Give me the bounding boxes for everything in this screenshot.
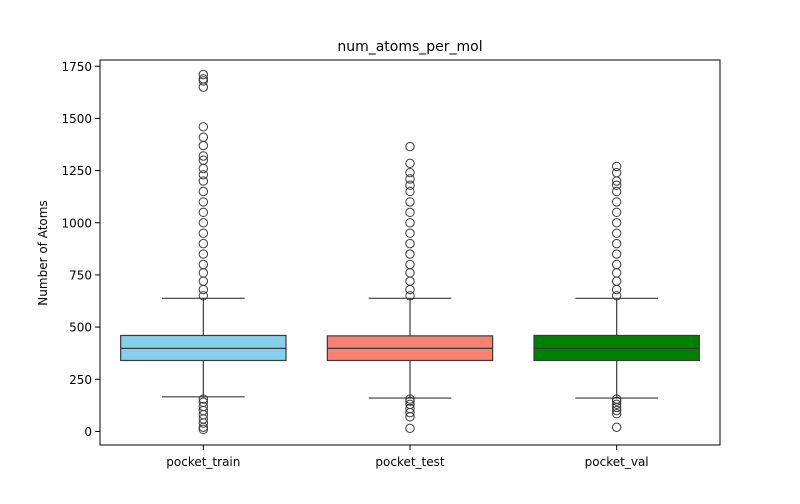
outlier-point bbox=[405, 197, 415, 207]
chart-title: num_atoms_per_mol bbox=[337, 39, 482, 55]
outlier-point bbox=[611, 284, 622, 295]
outlier-point bbox=[198, 218, 209, 228]
outlier-point bbox=[198, 122, 209, 132]
outlier-point bbox=[611, 186, 622, 197]
outlier-point bbox=[198, 140, 209, 151]
outlier-point bbox=[611, 405, 622, 416]
outlier-point bbox=[405, 238, 415, 249]
outlier-point bbox=[405, 186, 415, 197]
outlier-point bbox=[405, 180, 415, 190]
y-tick-label: 750 bbox=[69, 268, 92, 282]
x-tick-label: pocket_train bbox=[166, 455, 240, 469]
plot-frame bbox=[99, 59, 721, 446]
outlier-point bbox=[611, 161, 622, 172]
outlier-point bbox=[611, 207, 622, 218]
outlier-point bbox=[198, 207, 209, 218]
outlier-point bbox=[611, 268, 622, 278]
outlier-point bbox=[198, 291, 209, 301]
outlier-point bbox=[611, 228, 622, 238]
outlier-point bbox=[198, 155, 209, 165]
outlier-point bbox=[198, 259, 209, 270]
outlier-point bbox=[198, 186, 209, 197]
outlier-point bbox=[405, 394, 415, 404]
outlier-point bbox=[611, 238, 622, 249]
outlier-point bbox=[405, 399, 415, 410]
outlier-point bbox=[198, 170, 209, 180]
outlier-point bbox=[198, 238, 209, 249]
outlier-point bbox=[198, 276, 209, 286]
outlier-point bbox=[405, 276, 415, 286]
outlier-point bbox=[198, 268, 209, 278]
y-tick-label: 500 bbox=[69, 321, 92, 335]
y-tick-label: 1000 bbox=[61, 216, 92, 230]
plot-layer: 0 250 500 750 1000 1250 1500 1750 pocket_train po… bbox=[61, 59, 721, 469]
outlier-point bbox=[611, 422, 622, 432]
outlier-point bbox=[405, 218, 415, 228]
outlier-point bbox=[611, 249, 622, 259]
outlier-point bbox=[611, 291, 622, 301]
outlier-point bbox=[611, 408, 622, 419]
outlier-point bbox=[405, 174, 415, 184]
outlier-point bbox=[198, 401, 209, 412]
outlier-point bbox=[198, 69, 209, 80]
outlier-point bbox=[611, 399, 622, 410]
outlier-point bbox=[198, 74, 209, 84]
outlier-point bbox=[611, 218, 622, 228]
y-tick-label: 1750 bbox=[61, 60, 92, 74]
outlier-point bbox=[611, 259, 622, 270]
outlier-point bbox=[405, 158, 415, 168]
outlier-point bbox=[405, 291, 415, 301]
outlier-point bbox=[611, 167, 622, 178]
outlier-point bbox=[611, 180, 622, 190]
y-tick-label: 1500 bbox=[61, 112, 92, 126]
outlier-point bbox=[405, 228, 415, 238]
outlier-point bbox=[198, 132, 209, 142]
outlier-point bbox=[405, 141, 415, 152]
outlier-point bbox=[198, 228, 209, 238]
outlier-point bbox=[198, 397, 209, 407]
outlier-point bbox=[198, 249, 209, 259]
outlier-point bbox=[198, 197, 209, 207]
outlier-point bbox=[405, 284, 415, 295]
outlier-point bbox=[405, 259, 415, 270]
y-tick-label: 1250 bbox=[61, 164, 92, 178]
outlier-point bbox=[198, 284, 209, 295]
y-axis-label: Number of Atoms bbox=[36, 200, 50, 305]
outlier-point bbox=[198, 163, 209, 174]
x-tick-label: pocket_val bbox=[585, 455, 649, 469]
y-tick-label: 250 bbox=[69, 373, 92, 387]
outlier-point bbox=[198, 394, 209, 404]
outlier-point bbox=[198, 151, 209, 161]
outlier-point bbox=[611, 197, 622, 207]
outlier-point bbox=[405, 207, 415, 218]
y-tick-label: 0 bbox=[84, 425, 92, 439]
outlier-point bbox=[405, 167, 415, 178]
outlier-point bbox=[198, 176, 209, 186]
outlier-point bbox=[405, 268, 415, 278]
outlier-point bbox=[405, 249, 415, 259]
x-tick-label: pocket_test bbox=[375, 455, 445, 469]
outlier-point bbox=[611, 276, 622, 286]
outlier-point bbox=[405, 423, 415, 434]
outlier-point bbox=[611, 394, 622, 404]
outlier-point bbox=[405, 403, 415, 414]
